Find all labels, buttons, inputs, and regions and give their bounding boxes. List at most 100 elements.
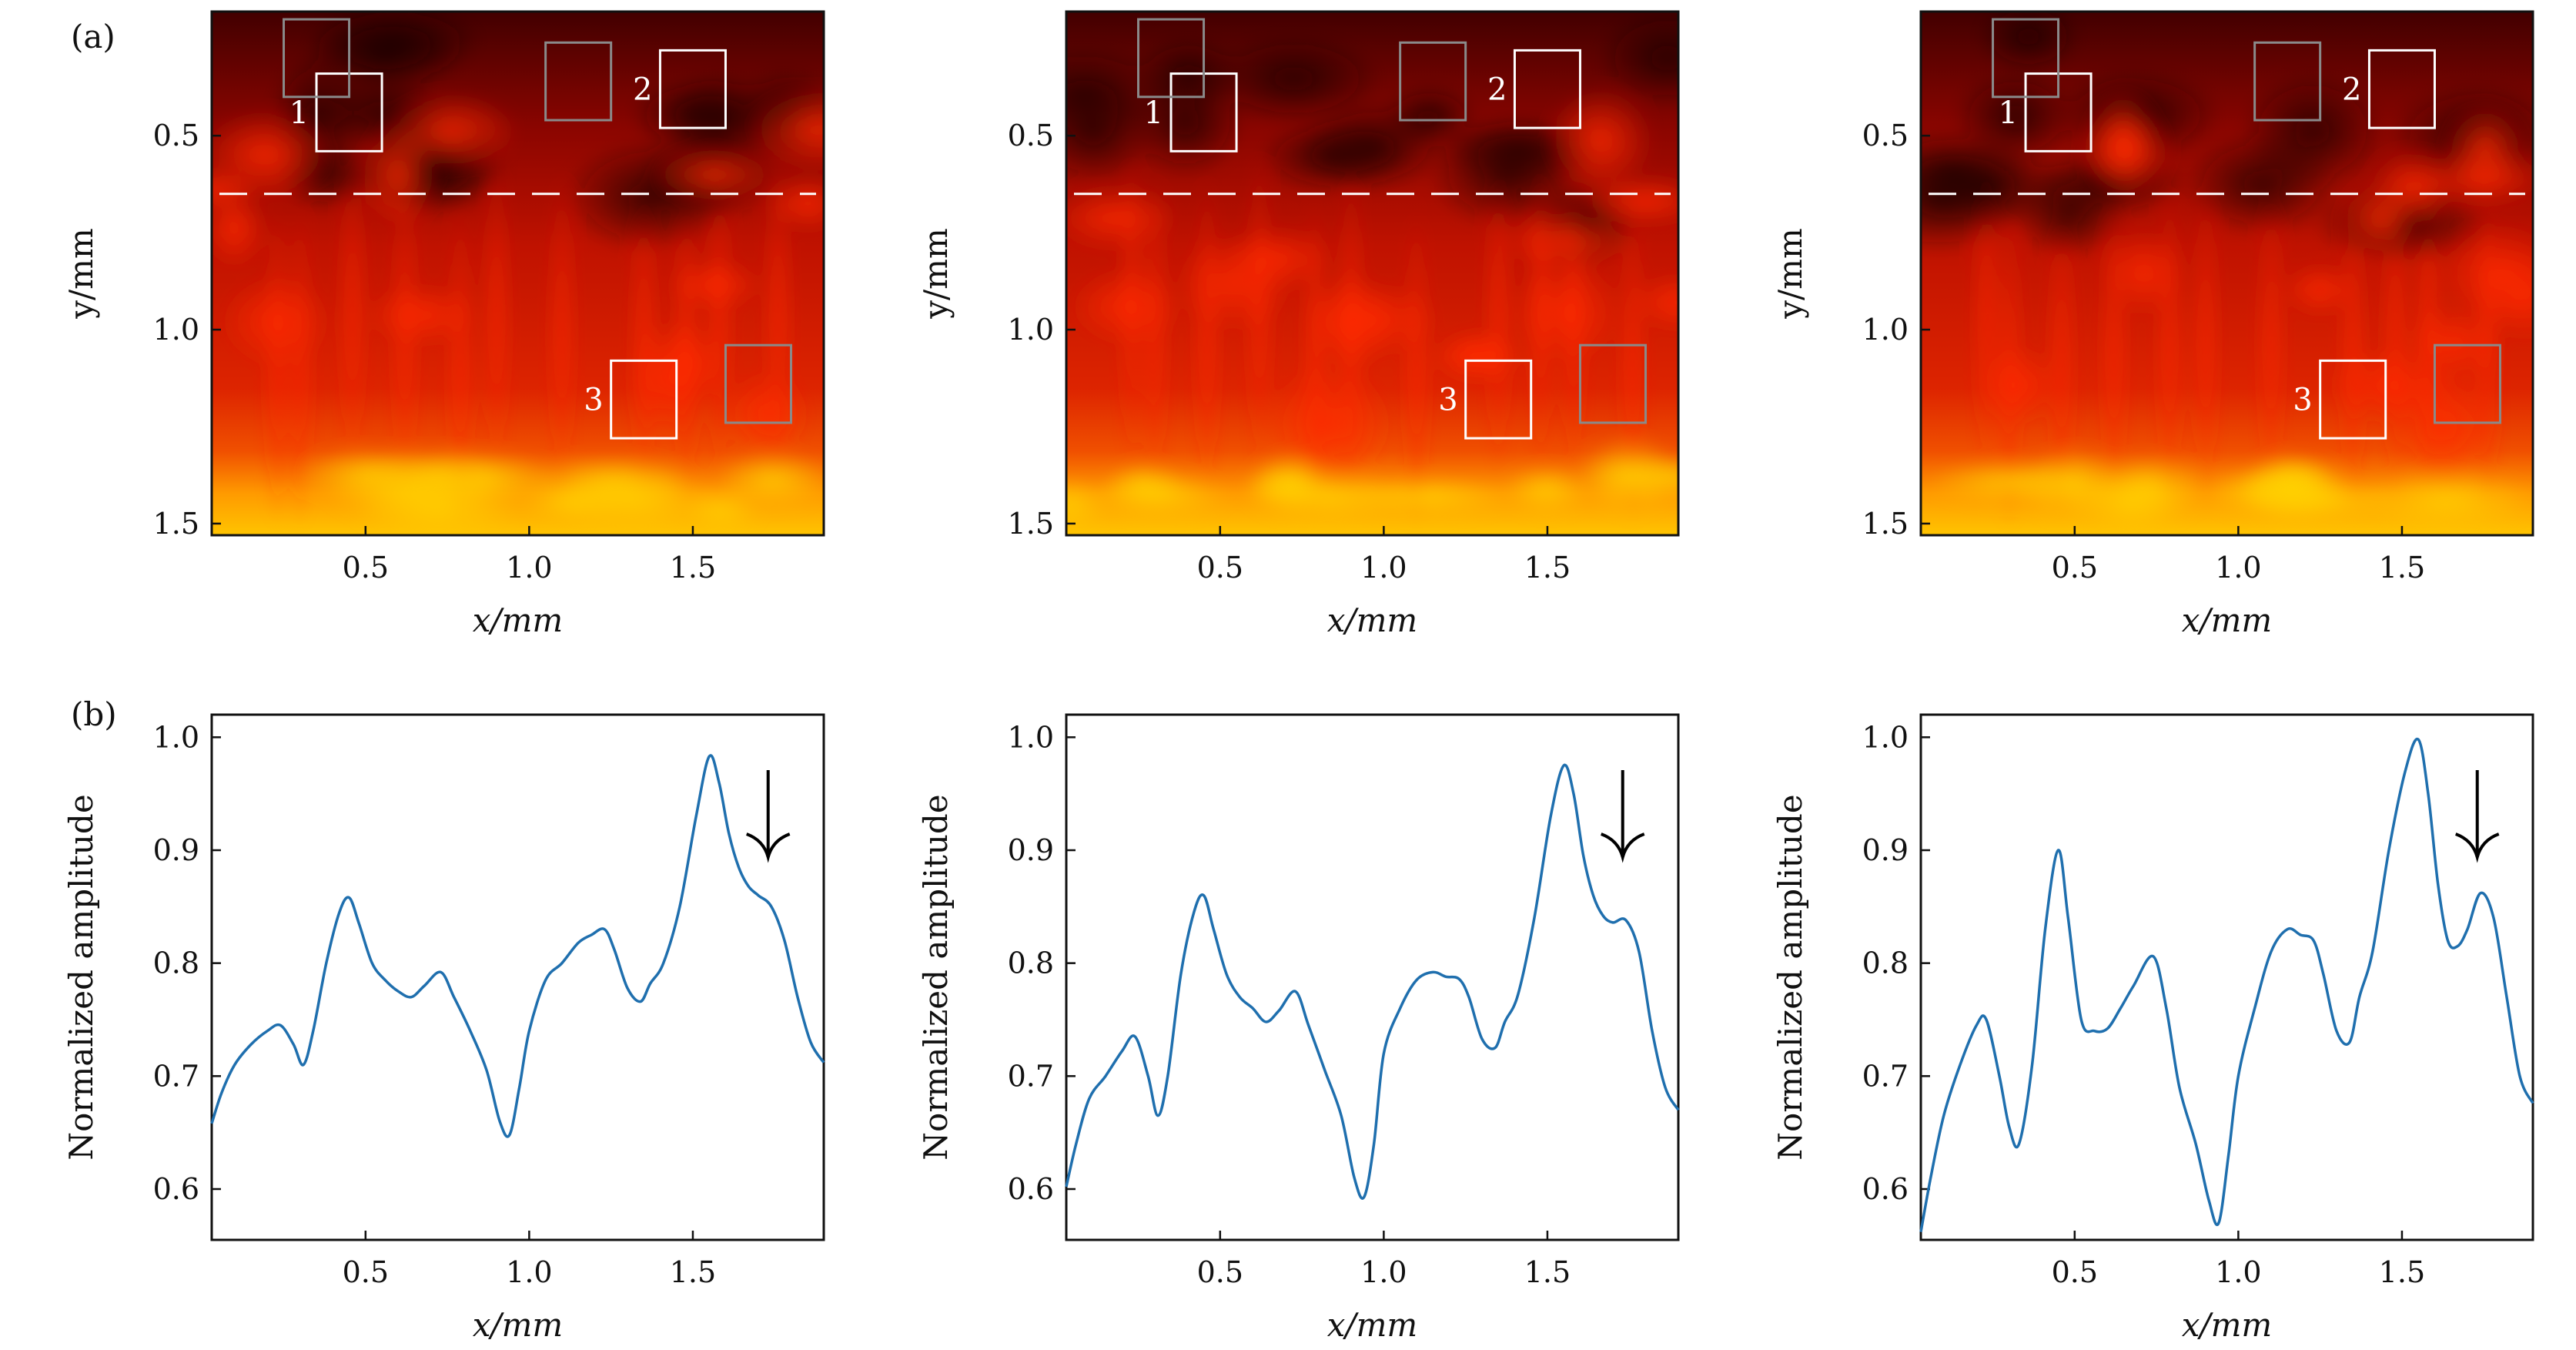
arrow-head-2 bbox=[1600, 832, 1645, 863]
heat-red-8 bbox=[748, 87, 824, 172]
region-box-2-3 bbox=[1137, 18, 1206, 99]
heatmap-3-xlabel: x/mm bbox=[2182, 601, 2273, 639]
line-plot-3-xtick-label-2: 1.5 bbox=[2379, 1255, 2425, 1289]
line-plot-2-xlabel: x/mm bbox=[1327, 1306, 1418, 1344]
heat-yellow-5 bbox=[1342, 477, 1516, 517]
heat-red-0 bbox=[765, 174, 824, 233]
heat-red-8 bbox=[2101, 229, 2186, 317]
heatmap-frame-1 bbox=[210, 10, 825, 537]
heatmap-3-ytick-label-2: 1.5 bbox=[1862, 507, 1909, 541]
heat-red-9 bbox=[654, 323, 724, 404]
heatmap-frame-3 bbox=[1919, 10, 2534, 537]
heatmap-3-ytick-label-0: 0.5 bbox=[1862, 119, 1909, 152]
heat-yellow-9 bbox=[526, 454, 697, 513]
series-line-2 bbox=[1065, 763, 1680, 1200]
region-box-1-3 bbox=[283, 18, 351, 99]
heatmap-frame-2 bbox=[1065, 10, 1680, 537]
heat-yellow-8 bbox=[1501, 466, 1591, 515]
heat-yellow-7 bbox=[413, 451, 559, 507]
heat-yellow-3 bbox=[1581, 455, 1678, 499]
heatmap-1-xtick-label-0: 0.5 bbox=[343, 551, 389, 585]
line-plot-3-xlabel: x/mm bbox=[2182, 1306, 2273, 1344]
region-box-2-1 bbox=[1513, 49, 1581, 129]
heat-yellow-3 bbox=[1924, 461, 2104, 504]
line-plot-1-ytick-label-3: 0.9 bbox=[153, 833, 199, 867]
heat-streak-5 bbox=[2191, 182, 2220, 506]
heat-dark-2 bbox=[309, 12, 483, 78]
line-plot-1-ytick-label-0: 0.6 bbox=[153, 1172, 199, 1206]
heat-red-1 bbox=[2281, 263, 2359, 317]
arrow-head-1 bbox=[745, 832, 791, 863]
line-plot-1-ylabel: Normalized amplitude bbox=[62, 794, 100, 1160]
series-line-1 bbox=[210, 754, 825, 1138]
line-plot-2-ytick-label-0: 0.6 bbox=[1008, 1172, 1054, 1206]
arrow-head-3 bbox=[2454, 832, 2500, 863]
line-plot-1-ytick-label-1: 0.7 bbox=[153, 1059, 199, 1093]
region-box-3-1 bbox=[2367, 49, 2436, 129]
heatmap-3-xtick-label-1: 1.0 bbox=[2215, 551, 2261, 585]
heat-yellow-9 bbox=[1104, 463, 1186, 508]
heat-red-11 bbox=[1510, 260, 1624, 365]
region-box-label-2-1: 2 bbox=[1487, 72, 1507, 108]
line-plot-3-ytick-label-3: 0.9 bbox=[1862, 833, 1909, 867]
region-box-3-2 bbox=[2319, 359, 2387, 440]
heat-red-2 bbox=[1578, 175, 1678, 227]
heat-dark-10 bbox=[1954, 69, 2078, 165]
line-plot-1-xtick-label-0: 0.5 bbox=[343, 1255, 389, 1289]
region-box-1-2 bbox=[610, 359, 678, 440]
region-box-2-2 bbox=[1464, 359, 1533, 440]
heat-streak-5 bbox=[482, 159, 510, 483]
region-box-label-3-1: 2 bbox=[2342, 72, 2361, 108]
heatmap-2-ytick-label-2: 1.5 bbox=[1008, 507, 1054, 541]
heatmap-1: 0.5 1.0 1.5 0.5 1.0 1.5 x/mm y/mm 1 2 3 bbox=[62, 10, 825, 639]
heatmap-1-xtick-label-1: 1.0 bbox=[506, 551, 552, 585]
region-box-3-3 bbox=[1992, 18, 2060, 99]
heat-dark-10 bbox=[1257, 119, 1409, 194]
heat-red-7 bbox=[2404, 305, 2502, 382]
region-box-1-5 bbox=[724, 343, 792, 424]
heat-dark-11 bbox=[1066, 45, 1173, 142]
heatmap-3-xtick-label-2: 1.5 bbox=[2379, 551, 2425, 585]
heat-dark-9 bbox=[1206, 33, 1381, 124]
heat-red-9 bbox=[1503, 209, 1631, 272]
heat-dark-7 bbox=[1977, 12, 2080, 73]
heat-yellow-5 bbox=[2357, 471, 2533, 531]
heatmap-2-ytick-label-0: 0.5 bbox=[1008, 119, 1054, 152]
line-plot-2-xtick-label-0: 0.5 bbox=[1197, 1255, 1243, 1289]
heat-streak-6 bbox=[547, 173, 576, 497]
line-plot-3-ytick-label-2: 0.8 bbox=[1862, 946, 1909, 980]
heat-red-2 bbox=[724, 370, 810, 458]
heatmap-3-ylabel: y/mm bbox=[1771, 228, 1809, 320]
heatmap-image-1 bbox=[212, 12, 824, 535]
line-plot-3-ytick-label-4: 1.0 bbox=[1862, 720, 1909, 754]
heatmap-1-ytick-label-2: 1.5 bbox=[153, 507, 199, 541]
line-plot-3-xtick-label-1: 1.0 bbox=[2215, 1255, 2261, 1289]
line-plot-2-xtick-label-1: 1.0 bbox=[1360, 1255, 1407, 1289]
line-plot-2-ytick-label-1: 0.7 bbox=[1008, 1059, 1054, 1093]
heatmap-3-xtick-label-0: 0.5 bbox=[2052, 551, 2098, 585]
heat-red-13 bbox=[1069, 266, 1183, 347]
heat-red-4 bbox=[1066, 184, 1179, 252]
line-plot-3-ylabel: Normalized amplitude bbox=[1771, 794, 1809, 1160]
heat-red-11 bbox=[2088, 89, 2158, 195]
region-box-label-2-0: 1 bbox=[1144, 95, 1163, 131]
chart-grid: 0.5 1.0 1.5 0.5 1.0 1.5 x/mm y/mm 1 2 3 0.5 1.0 1.5 0.… bbox=[62, 10, 2534, 1344]
heat-red-3 bbox=[2437, 222, 2533, 326]
heat-red-8 bbox=[1444, 331, 1516, 379]
heatmap-2-xtick-label-0: 0.5 bbox=[1197, 551, 1243, 585]
line-plot-1-xtick-label-2: 1.5 bbox=[670, 1255, 716, 1289]
heat-red-11 bbox=[358, 123, 440, 227]
heat-red-9 bbox=[2389, 366, 2500, 487]
heatmap-2-xtick-label-2: 1.5 bbox=[1524, 551, 1571, 585]
region-box-3-5 bbox=[2433, 343, 2501, 424]
region-box-label-1-2: 3 bbox=[584, 383, 603, 418]
heat-red-13 bbox=[212, 188, 267, 268]
panel-label-b: (b) bbox=[71, 695, 117, 733]
line-plot-3-ytick-label-1: 0.7 bbox=[1862, 1059, 1909, 1093]
heat-red-1 bbox=[1629, 273, 1678, 332]
line-plot-2-ylabel: Normalized amplitude bbox=[917, 794, 955, 1160]
heat-red-12 bbox=[2422, 146, 2533, 207]
heat-red-1 bbox=[364, 283, 480, 347]
line-plot-frame-1 bbox=[210, 713, 825, 1241]
